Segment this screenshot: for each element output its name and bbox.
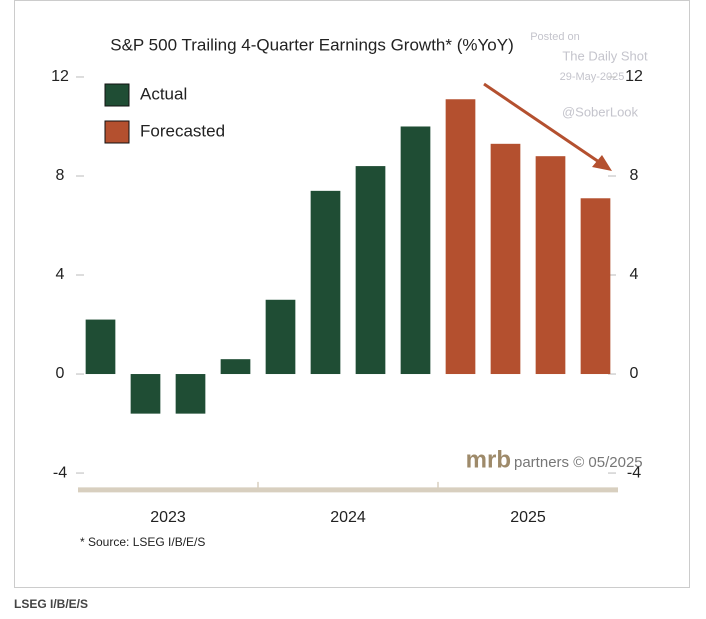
legend-swatch [104,83,130,107]
y2-tick-label: 8 [630,167,639,184]
source-note: * Source: LSEG I/B/E/S [80,535,205,549]
bar [175,374,206,414]
watermark: @SoberLook [562,104,639,119]
y-tick-label: 8 [56,167,65,184]
caption: LSEG I/B/E/S [14,597,88,611]
y-tick-label: 4 [56,266,65,283]
bar [310,190,341,375]
brand: mrb [466,446,511,473]
bar [400,126,431,375]
arrow-head [592,155,612,171]
bar [445,99,476,375]
watermark: The Daily Shot [562,48,648,63]
legend-swatch [104,120,130,144]
legend-label: Forecasted [140,121,225,140]
y2-tick-label: 12 [625,68,643,85]
x-group-label: 2023 [150,509,186,526]
y-tick-label: -4 [53,464,67,481]
chart-title: S&P 500 Trailing 4-Quarter Earnings Grow… [110,35,513,54]
bar [265,299,296,375]
y-tick-label: 0 [56,365,65,382]
bar [220,359,251,375]
bar [535,156,566,375]
bar [85,319,116,375]
y-tick-label: 12 [51,68,69,85]
watermark: Posted on [530,31,580,43]
bar [580,198,611,375]
bar [355,166,386,375]
legend-label: Actual [140,84,187,103]
bar [490,143,521,375]
watermark: 29-May-2025 [560,71,625,83]
y2-tick-label: 0 [630,365,639,382]
trend-arrow [483,82,603,166]
credit: partners © 05/2025 [514,454,643,471]
x-group-label: 2025 [510,509,546,526]
y2-tick-label: 4 [630,266,639,283]
x-group-label: 2024 [330,509,366,526]
bar [130,374,161,414]
y2-tick-label: -4 [627,464,641,481]
